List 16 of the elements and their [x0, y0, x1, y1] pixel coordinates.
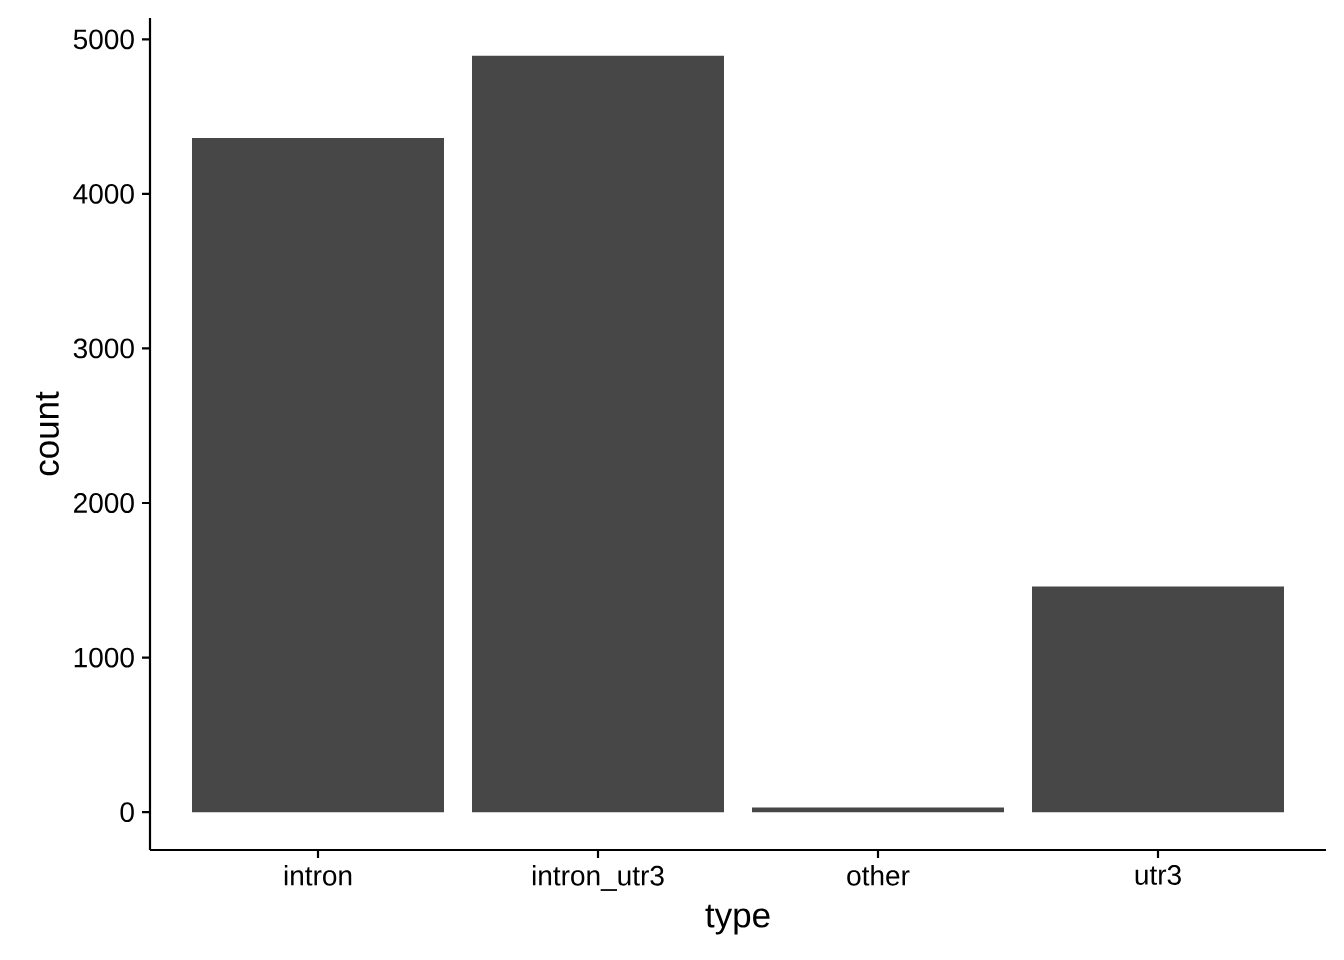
y-tick-label: 1000: [74, 647, 134, 668]
y-tick-label: 2000: [74, 493, 134, 513]
y-tick-label: 0: [120, 802, 134, 823]
y-tick-label: 4000: [73, 183, 134, 204]
x-tick-label: intron: [284, 865, 352, 886]
bar: [752, 807, 1005, 813]
y-axis-title: count: [35, 391, 59, 476]
bar: [192, 137, 444, 813]
bar: [1032, 586, 1284, 813]
x-tick-label: intron_utr3: [532, 865, 664, 891]
bar: [472, 55, 724, 813]
x-tick-label: other: [847, 865, 910, 886]
x-tick-label: utr3: [1135, 865, 1181, 885]
y-tick-label: 3000: [73, 338, 134, 359]
x-axis-title: type: [705, 904, 770, 935]
y-tick-label: 5000: [73, 29, 134, 50]
